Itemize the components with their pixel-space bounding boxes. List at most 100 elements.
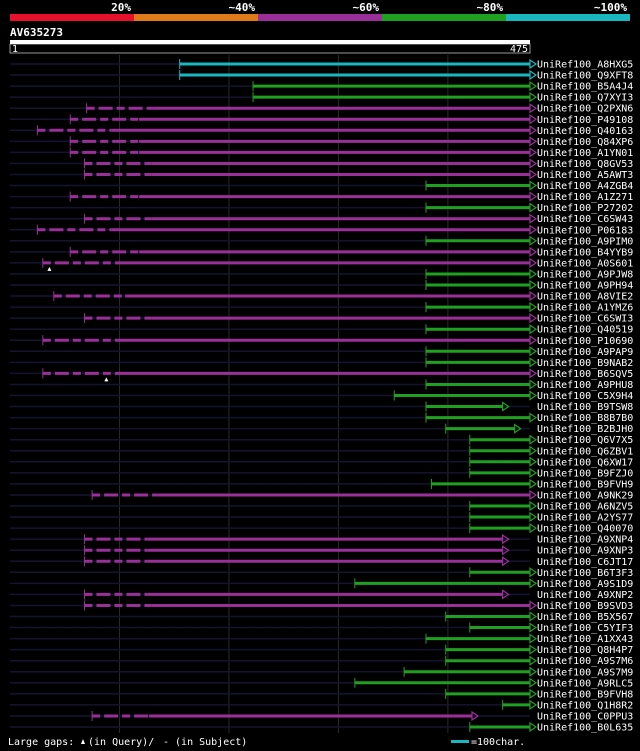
- scale-segment: [382, 14, 506, 21]
- hit-end-arrow: [529, 58, 538, 70]
- hit-name: UniRef100_Q40163: [537, 126, 633, 137]
- hit-end-arrow: [529, 622, 538, 633]
- hit-name: UniRef100_A8HXG5: [537, 60, 633, 71]
- footer-gap-query: (in Query)/: [88, 737, 154, 748]
- hit-end-arrow: [529, 103, 538, 114]
- hit-row: UniRef100_B9SVD3: [10, 600, 633, 612]
- hit-end-arrow: [529, 202, 538, 213]
- hit-end-arrow: [529, 368, 538, 379]
- hit-row: UniRef100_B4YYB9: [10, 246, 633, 258]
- hit-name: UniRef100_B9NAB2: [537, 358, 633, 369]
- hit-row: UniRef100_Q6ZBV1: [10, 445, 633, 457]
- hit-end-arrow: [502, 401, 510, 412]
- hit-end-arrow: [514, 423, 522, 434]
- query-gap-marker: [47, 266, 52, 271]
- hit-row: UniRef100_A1Z271: [10, 191, 633, 203]
- scale-segment: [258, 14, 382, 21]
- hit-end-arrow: [529, 290, 538, 302]
- hit-end-arrow: [529, 301, 538, 313]
- hit-name: UniRef100_B5X567: [537, 612, 633, 623]
- hit-name: UniRef100_Q8GV53: [537, 159, 633, 170]
- hit-row: UniRef100_P27202: [10, 202, 633, 214]
- query-bar: [10, 40, 530, 44]
- hit-end-arrow: [529, 180, 538, 191]
- hit-name: UniRef100_A0S601: [537, 258, 633, 269]
- hit-row: UniRef100_B2BJH0: [10, 423, 633, 435]
- hit-name: UniRef100_A1Z271: [537, 192, 633, 203]
- hit-end-arrow: [529, 677, 538, 688]
- ruler-start: 1: [12, 44, 18, 55]
- hit-row: UniRef100_B9TSW8: [10, 401, 633, 413]
- hit-name: UniRef100_A5AWT3: [537, 170, 633, 181]
- hit-row: UniRef100_A1YMZ6: [10, 301, 633, 314]
- hit-end-arrow: [529, 412, 538, 423]
- footer-gaps-label: Large gaps:: [8, 737, 74, 748]
- hit-row: UniRef100_A0S601: [10, 257, 633, 271]
- hit-name: UniRef100_A6NZV5: [537, 502, 633, 513]
- hit-end-arrow: [529, 335, 538, 346]
- hit-end-arrow: [529, 600, 538, 611]
- hit-name: UniRef100_B6SQV5: [537, 369, 633, 380]
- hit-end-arrow: [502, 545, 510, 556]
- hit-row: UniRef100_C0PPU3: [10, 710, 633, 722]
- hit-end-arrow: [529, 467, 538, 478]
- hit-end-arrow: [502, 589, 510, 600]
- hit-name: UniRef100_A2YS77: [537, 513, 633, 524]
- hit-name: UniRef100_B0L635: [537, 723, 633, 734]
- hit-row: UniRef100_Q6V7X5: [10, 434, 633, 446]
- hit-name: UniRef100_P49108: [537, 115, 633, 126]
- hit-name: UniRef100_P06183: [537, 225, 633, 236]
- identity-color-scale: 20% ~40% ~60% ~80% ~100%: [10, 1, 630, 21]
- hit-end-arrow: [529, 578, 538, 589]
- hit-end-arrow: [529, 390, 538, 401]
- hit-row: UniRef100_A1XX43: [10, 633, 633, 645]
- hit-end-arrow: [529, 456, 538, 467]
- hit-name: UniRef100_C0PPU3: [537, 711, 633, 722]
- gap-legend-icon: [81, 739, 85, 744]
- query-id: AV635273: [10, 26, 63, 39]
- hit-row: UniRef100_A1YN01: [10, 147, 633, 159]
- hit-row: UniRef100_Q40163: [10, 125, 633, 137]
- hit-name: UniRef100_A1YMZ6: [537, 303, 633, 314]
- hit-row: UniRef100_Q40070: [10, 522, 633, 535]
- hit-row: UniRef100_C5YIF3: [10, 622, 633, 634]
- hit-name: UniRef100_B8B7B0: [537, 413, 633, 424]
- hit-end-arrow: [529, 246, 538, 257]
- hit-row: UniRef100_A9PAP9: [10, 346, 633, 358]
- hit-row: UniRef100_A9PIM0: [10, 235, 633, 247]
- hit-row: UniRef100_B5A4J4: [10, 80, 633, 93]
- hit-name: UniRef100_Q2PXN6: [537, 104, 633, 115]
- scale-bar-legend: [451, 740, 469, 743]
- hit-name: UniRef100_Q84XP6: [537, 137, 633, 148]
- hit-end-arrow: [529, 721, 538, 733]
- hit-name: UniRef100_A8VIE2: [537, 292, 633, 303]
- hit-end-arrow: [529, 114, 538, 125]
- hit-row: UniRef100_B6SQV5: [10, 368, 633, 382]
- hit-name: UniRef100_B2BJH0: [537, 424, 633, 435]
- hit-end-arrow: [529, 136, 538, 147]
- hit-name: UniRef100_Q7XYI3: [537, 93, 633, 104]
- hit-end-arrow: [529, 69, 538, 81]
- query-header: AV635273: [10, 26, 63, 39]
- hit-name: UniRef100_C5YIF3: [537, 623, 633, 634]
- hit-row: UniRef100_P06183: [10, 224, 633, 236]
- hit-row: UniRef100_A6NZV5: [10, 500, 633, 513]
- query-ruler: 1 475: [9, 40, 531, 55]
- hit-end-arrow: [529, 213, 538, 224]
- hit-row: UniRef100_A9NK29: [10, 489, 633, 501]
- scale-label: ~60%: [353, 1, 380, 14]
- hit-row: UniRef100_B9FVH9: [10, 478, 633, 490]
- hit-name: UniRef100_A9S7M6: [537, 656, 633, 667]
- hit-row: UniRef100_Q8H4P7: [10, 644, 633, 656]
- hit-row: UniRef100_Q84XP6: [10, 136, 633, 148]
- hit-end-arrow: [529, 522, 538, 534]
- hit-end-arrow: [529, 489, 538, 501]
- scale-segment: [134, 14, 258, 21]
- hit-row: UniRef100_B0L635: [10, 721, 633, 734]
- hit-end-arrow: [529, 313, 538, 324]
- hit-name: UniRef100_A1XX43: [537, 634, 633, 645]
- legend-footer: Large gaps: (in Query)/ - (in Subject) =100…: [8, 737, 525, 748]
- hit-end-arrow: [529, 191, 538, 202]
- hit-end-arrow: [529, 92, 538, 103]
- hit-row: UniRef100_C6JT17: [10, 556, 633, 568]
